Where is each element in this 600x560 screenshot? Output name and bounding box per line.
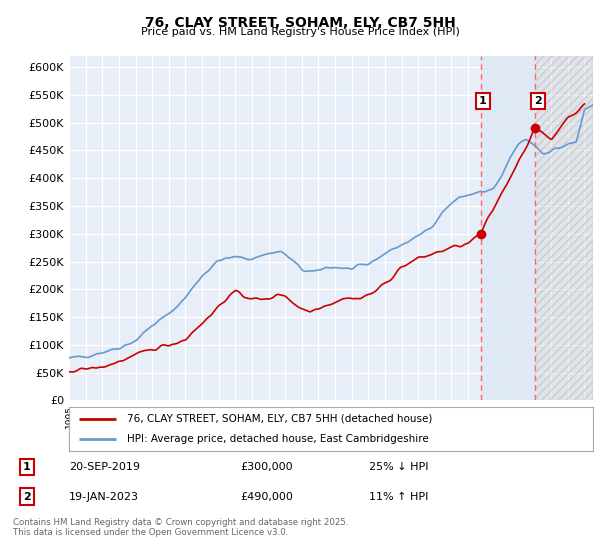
Text: 1: 1: [23, 462, 31, 472]
Text: 76, CLAY STREET, SOHAM, ELY, CB7 5HH: 76, CLAY STREET, SOHAM, ELY, CB7 5HH: [145, 16, 455, 30]
Text: 19-JAN-2023: 19-JAN-2023: [69, 492, 139, 502]
Bar: [535, 56, 593, 400]
Bar: [535, 56, 593, 400]
Text: Price paid vs. HM Land Registry's House Price Index (HPI): Price paid vs. HM Land Registry's House …: [140, 27, 460, 37]
Text: 76, CLAY STREET, SOHAM, ELY, CB7 5HH (detached house): 76, CLAY STREET, SOHAM, ELY, CB7 5HH (de…: [127, 414, 432, 424]
Text: £300,000: £300,000: [240, 462, 293, 472]
Text: 2: 2: [534, 96, 542, 106]
Text: 2: 2: [23, 492, 31, 502]
Text: 1: 1: [479, 96, 487, 106]
Text: HPI: Average price, detached house, East Cambridgeshire: HPI: Average price, detached house, East…: [127, 434, 428, 444]
Text: Contains HM Land Registry data © Crown copyright and database right 2025.
This d: Contains HM Land Registry data © Crown c…: [13, 518, 349, 538]
Text: £490,000: £490,000: [240, 492, 293, 502]
Text: 11% ↑ HPI: 11% ↑ HPI: [369, 492, 428, 502]
Bar: [481, 56, 535, 400]
Text: 20-SEP-2019: 20-SEP-2019: [69, 462, 140, 472]
Text: 25% ↓ HPI: 25% ↓ HPI: [369, 462, 428, 472]
